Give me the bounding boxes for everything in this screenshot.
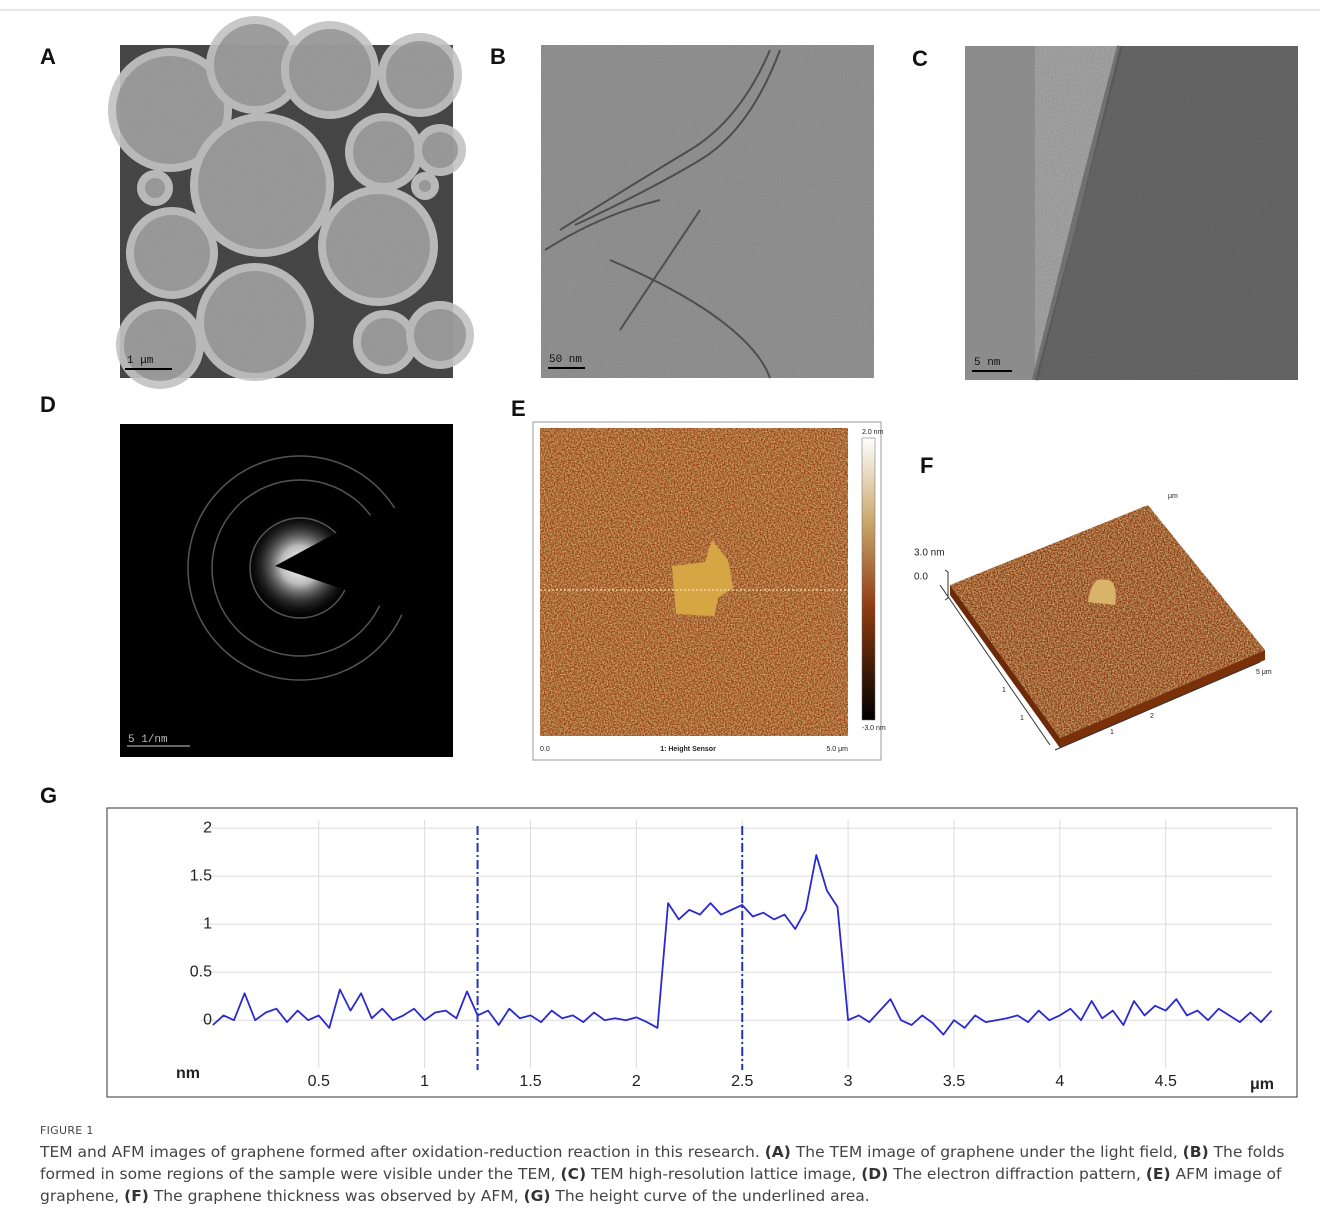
diffraction-image-d [120, 424, 453, 757]
y-tick-label: 1.5 [190, 867, 212, 884]
scale-bar-label: 50 nm [549, 354, 582, 366]
x-axis-label: μm [1250, 1076, 1274, 1093]
axis-end: 5.0 μm [826, 746, 848, 753]
plot-frame [107, 808, 1297, 1097]
caption-segment: TEM and AFM images of graphene formed af… [40, 1143, 765, 1161]
page: A 1 μm B 50 nm C 5 nm D [0, 0, 1320, 1231]
caption-panel-ref: (F) [124, 1187, 149, 1205]
caption-panel-ref: (C) [561, 1165, 587, 1183]
caption-panel-ref: (B) [1183, 1143, 1209, 1161]
caption-segment: The TEM image of graphene under the ligh… [791, 1143, 1183, 1161]
colorbar-max: 2.0 nm [862, 429, 884, 436]
panel-label: C [912, 46, 928, 71]
z-max: 3.0 nm [914, 548, 945, 559]
x-tick-label: 4 [1055, 1073, 1064, 1090]
x-tick-label: 2.5 [731, 1073, 753, 1090]
scale-bar-label: 5 nm [974, 357, 1001, 369]
colorbar-min: -3.0 nm [862, 725, 886, 732]
axis-start: 0.0 [540, 746, 550, 753]
x-tick-label: 2 [632, 1073, 641, 1090]
caption-panel-ref: (A) [765, 1143, 791, 1161]
caption-segment: The height curve of the underlined area. [550, 1187, 869, 1205]
x-tick-label: 3.5 [943, 1073, 965, 1090]
axis-end: 5 μm [1256, 669, 1272, 676]
x-tick-label: 0.5 [308, 1073, 330, 1090]
svg-text:1: 1 [1002, 687, 1006, 694]
panel-label: G [40, 783, 57, 808]
scale-bar-label: 1 μm [127, 355, 154, 367]
panel-label: D [40, 392, 56, 417]
tem-image-c [965, 46, 1298, 380]
image-footer: 1: Height Sensor [660, 746, 716, 753]
caption-label: FIGURE 1 [40, 1124, 1315, 1137]
y-axis-label: nm [176, 1065, 200, 1082]
x-tick-label: 1.5 [519, 1073, 541, 1090]
y-tick-label: 0 [203, 1011, 212, 1028]
tem-image-b [541, 45, 874, 378]
panel-label: F [920, 453, 933, 478]
x-tick-label: 1 [420, 1073, 429, 1090]
caption-panel-ref: (G) [524, 1187, 551, 1205]
z-zero: 0.0 [914, 572, 928, 583]
caption-text: TEM and AFM images of graphene formed af… [40, 1141, 1315, 1207]
caption-segment: The electron diffraction pattern, [888, 1165, 1146, 1183]
panel-label: A [40, 44, 56, 69]
x-tick-label: 3 [844, 1073, 853, 1090]
svg-text:1: 1 [1110, 729, 1114, 736]
afm-image-e [533, 422, 881, 760]
caption-panel-ref: (E) [1146, 1165, 1171, 1183]
y-tick-label: 1 [203, 915, 212, 932]
y-tick-label: 2 [203, 819, 212, 836]
panel-label: E [511, 396, 526, 421]
afm-3d-image-f: 1 1 1 2 [940, 505, 1265, 750]
svg-text:2: 2 [1150, 713, 1154, 720]
svg-text:1: 1 [1020, 715, 1024, 722]
scale-bar-label: 5 1/nm [128, 734, 168, 746]
figure: A 1 μm B 50 nm C 5 nm D [0, 0, 1320, 1115]
y-tick-label: 0.5 [190, 963, 212, 980]
caption-segment: The graphene thickness was observed by A… [149, 1187, 524, 1205]
tem-image-a [112, 20, 470, 385]
caption-panel-ref: (D) [861, 1165, 888, 1183]
panel-label: B [490, 44, 506, 69]
caption-segment: TEM high-resolution lattice image, [586, 1165, 861, 1183]
x-tick-label: 4.5 [1155, 1073, 1177, 1090]
axis-unit: μm [1168, 493, 1178, 500]
caption: FIGURE 1 TEM and AFM images of graphene … [40, 1124, 1315, 1207]
